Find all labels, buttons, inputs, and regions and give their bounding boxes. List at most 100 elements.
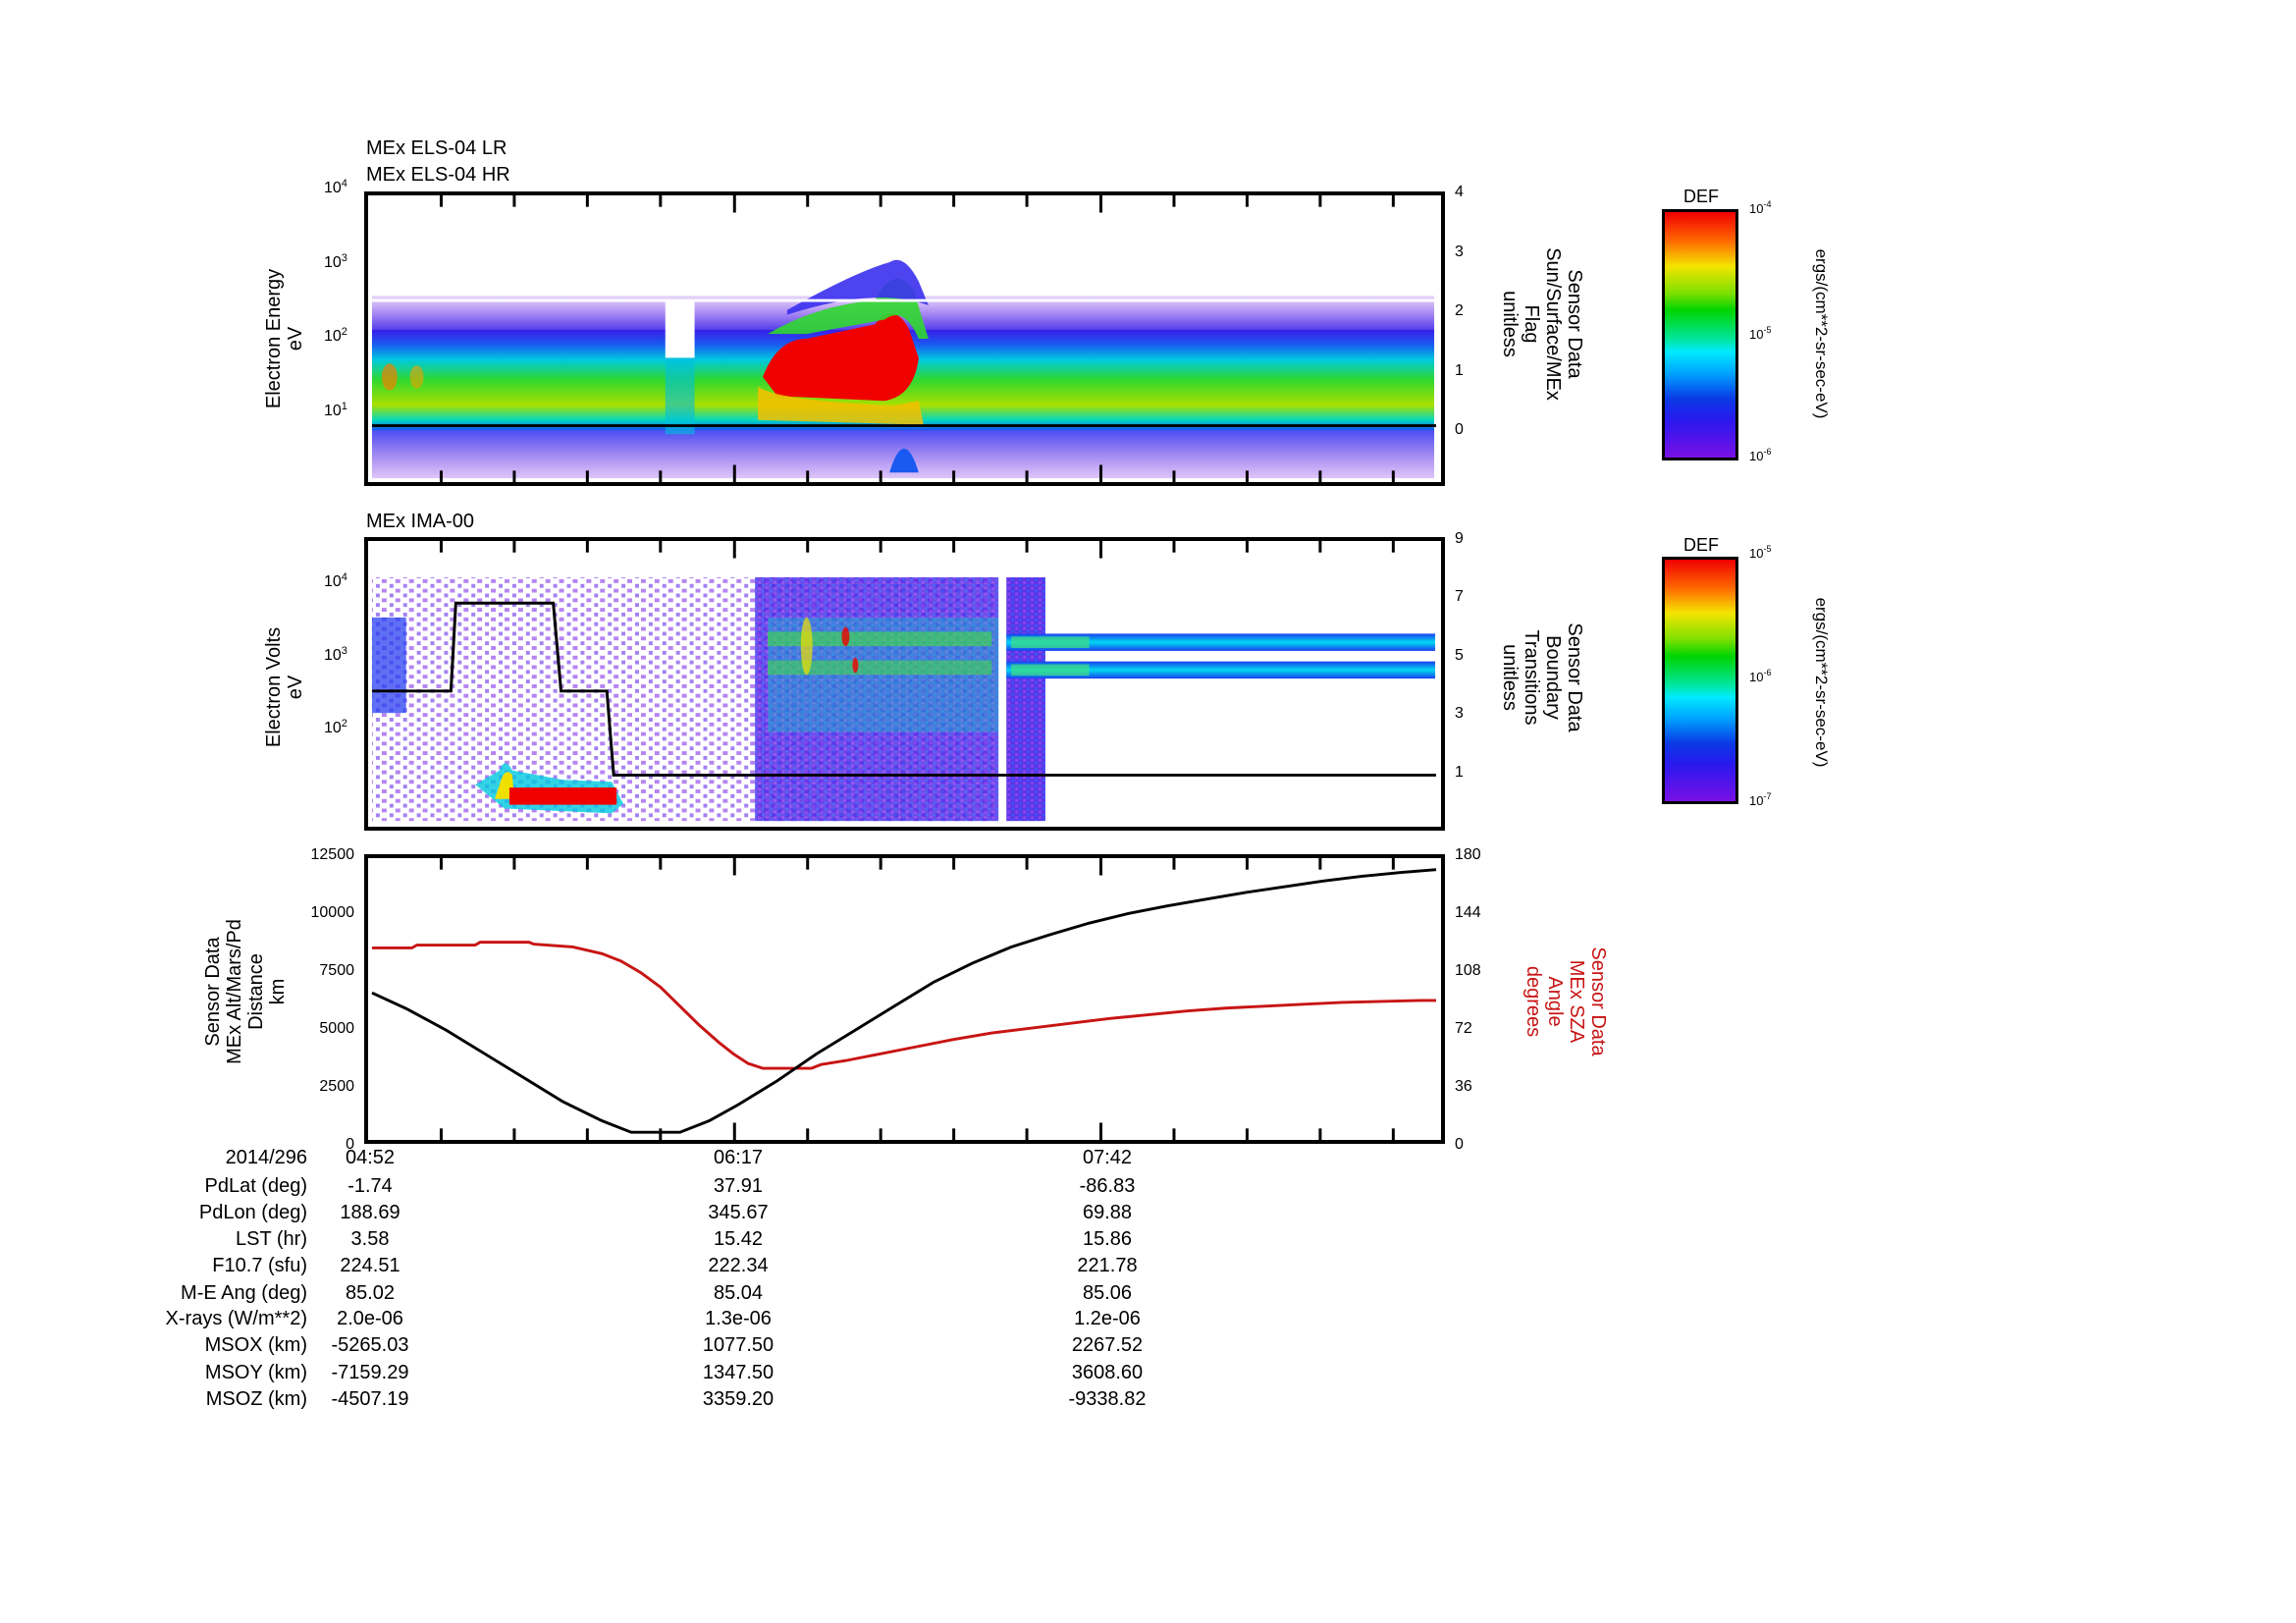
row-value: -9338.82 [1068, 1388, 1147, 1410]
p1-right-tick-1: 1 [1455, 362, 1464, 379]
colorbar1-tick-max: 10-4 [1749, 199, 1772, 216]
p1-left-tick-1e4: 104 [324, 178, 347, 196]
altitude-sza-panel [364, 854, 1445, 1144]
row-label: MSOX (km) [204, 1334, 307, 1356]
p1-left-tick-1e2: 102 [324, 326, 347, 345]
row-value: 188.69 [340, 1202, 400, 1223]
row-value: 85.02 [345, 1282, 396, 1304]
altitude-sza-lines [371, 858, 1437, 1140]
ephemeris-row: X-rays (W/m**2) 2.0e-06 1.3e-06 1.2e-06 [0, 1308, 2296, 1335]
p3-right-tick-72: 72 [1455, 1020, 1472, 1037]
p3-left-tick-12500: 12500 [310, 846, 355, 863]
colorbar1-tick-min: 10-6 [1749, 447, 1772, 463]
row-value: -1.74 [347, 1175, 393, 1197]
panel1-title-hr: MEx ELS-04 HR [366, 164, 510, 186]
colorbar2-unit: ergs/(cm**2-sr-sec-eV) [1812, 597, 1831, 768]
row-label: MSOY (km) [204, 1362, 307, 1383]
row-value: -86.83 [1079, 1175, 1136, 1197]
p2-left-tick-1e3: 103 [324, 645, 347, 664]
colorbar1-title: DEF [1683, 187, 1719, 206]
ima-spectrogram-panel [364, 537, 1445, 831]
ephemeris-row: LST (hr) 3.58 15.42 15.86 [0, 1228, 2296, 1256]
ephemeris-row: M-E Ang (deg) 85.02 85.04 85.06 [0, 1282, 2296, 1310]
altitude-line [371, 868, 1437, 1134]
p3-left-tick-0: 0 [346, 1136, 354, 1153]
p1-right-tick-3: 3 [1455, 243, 1464, 260]
row-value: -7159.29 [331, 1362, 409, 1383]
p2-right-tick-1: 1 [1455, 764, 1464, 781]
row-value: -4507.19 [331, 1388, 409, 1410]
p2-right-tick-5: 5 [1455, 647, 1464, 664]
row-value: 15.86 [1082, 1228, 1133, 1250]
row-value: 85.04 [713, 1282, 764, 1304]
ephemeris-row: F10.7 (sfu) 224.51 222.34 221.78 [0, 1255, 2296, 1282]
ephemeris-time-row: 2014/296 04:52 06:17 07:42 [0, 1147, 2296, 1174]
row-label: LST (hr) [236, 1228, 307, 1250]
row-value: 37.91 [713, 1175, 764, 1197]
row-value: 345.67 [708, 1202, 769, 1223]
row-value: 3359.20 [702, 1388, 774, 1410]
ima-spectrogram [371, 541, 1437, 827]
row-value: 1.3e-06 [705, 1308, 772, 1329]
els-spectrogram [371, 195, 1437, 482]
row-label: PdLat (deg) [204, 1175, 307, 1197]
p1-right-tick-4: 4 [1455, 184, 1464, 200]
row-value: 2267.52 [1071, 1334, 1144, 1356]
colorbar1 [1662, 209, 1738, 460]
panel2-title: MEx IMA-00 [366, 511, 475, 532]
ephemeris-row: MSOY (km) -7159.29 1347.50 3608.60 [0, 1362, 2296, 1389]
row-label: M-E Ang (deg) [181, 1282, 307, 1304]
els-spectrogram-panel [364, 191, 1445, 486]
ephemeris-row: MSOX (km) -5265.03 1077.50 2267.52 [0, 1334, 2296, 1362]
row-label: PdLon (deg) [198, 1202, 307, 1223]
row-label: F10.7 (sfu) [212, 1255, 307, 1276]
p2-left-tick-1e2: 102 [324, 718, 347, 736]
p1-right-tick-0: 0 [1455, 421, 1464, 438]
p3-left-tick-5000: 5000 [319, 1020, 354, 1037]
row-value: 3608.60 [1071, 1362, 1144, 1383]
sza-line [371, 941, 1437, 1070]
time-label-2: 07:42 [1082, 1147, 1133, 1168]
row-value: 1077.50 [702, 1334, 774, 1356]
row-value: -5265.03 [331, 1334, 409, 1356]
row-value: 221.78 [1077, 1255, 1138, 1276]
colorbar2-title: DEF [1683, 535, 1719, 555]
p3-right-tick-144: 144 [1455, 904, 1481, 921]
row-value: 85.06 [1082, 1282, 1133, 1304]
p2-left-axis-label: Electron Volts eV [263, 626, 306, 748]
p3-right-axis-label: Sensor Data MEx SZA Angle degrees [1522, 947, 1609, 1056]
colorbar2 [1662, 557, 1738, 804]
row-value: 15.42 [713, 1228, 764, 1250]
time-label-1: 06:17 [713, 1147, 764, 1168]
p3-left-axis-label: Sensor Data MEx Alt/Mars/Pd Distance km [202, 919, 289, 1064]
ephemeris-row: MSOZ (km) -4507.19 3359.20 -9338.82 [0, 1388, 2296, 1416]
p3-left-tick-10000: 10000 [310, 904, 355, 921]
row-value: 224.51 [340, 1255, 400, 1276]
p1-left-tick-1e1: 101 [324, 401, 347, 419]
colorbar2-tick-max: 10-5 [1749, 544, 1772, 561]
row-value: 1347.50 [702, 1362, 774, 1383]
time-label-0: 04:52 [345, 1147, 396, 1168]
row-value: 2.0e-06 [337, 1308, 403, 1329]
p2-right-axis-label: Sensor Data Boundary Transitions unitles… [1499, 622, 1585, 732]
p3-left-tick-7500: 7500 [319, 962, 354, 979]
colorbar2-tick-mid: 10-6 [1749, 668, 1772, 684]
p1-right-tick-2: 2 [1455, 302, 1464, 319]
p3-right-tick-0: 0 [1455, 1136, 1464, 1153]
p2-right-tick-3: 3 [1455, 705, 1464, 722]
p1-left-axis-label: Electron Energy eV [263, 268, 306, 409]
p3-right-tick-36: 36 [1455, 1078, 1472, 1095]
row-value: 3.58 [350, 1228, 390, 1250]
panel1-title-lr: MEx ELS-04 LR [366, 137, 507, 159]
p3-left-tick-2500: 2500 [319, 1078, 354, 1095]
p2-left-tick-1e4: 104 [324, 571, 347, 590]
p1-right-axis-label: Sensor Data Sun/Surface/MEx Flag unitles… [1499, 247, 1585, 401]
ephemeris-row: PdLon (deg) 188.69 345.67 69.88 [0, 1202, 2296, 1229]
row-value: 69.88 [1082, 1202, 1133, 1223]
ephemeris-date: 2014/296 [225, 1147, 307, 1168]
colorbar1-unit: ergs/(cm**2-sr-sec-eV) [1812, 248, 1831, 419]
p3-right-tick-108: 108 [1455, 962, 1481, 979]
ephemeris-row: PdLat (deg) -1.74 37.91 -86.83 [0, 1175, 2296, 1203]
row-value: 222.34 [708, 1255, 769, 1276]
row-label: X-rays (W/m**2) [165, 1308, 307, 1329]
